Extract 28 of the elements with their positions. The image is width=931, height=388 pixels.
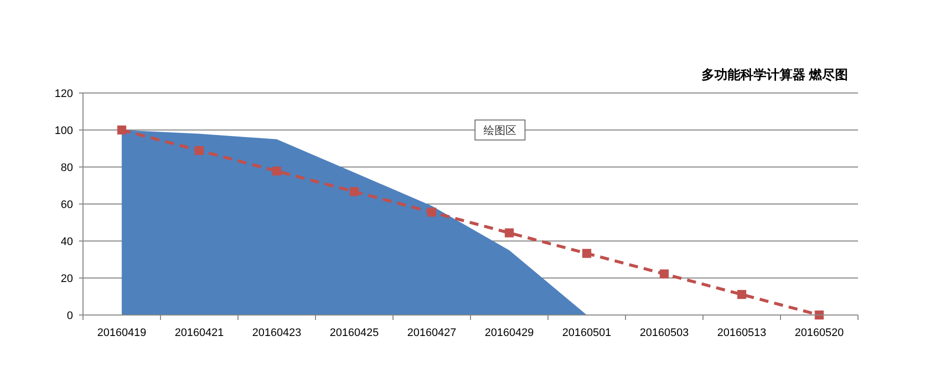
point — [504, 228, 514, 238]
y-tick-label: 80 — [60, 162, 73, 174]
x-tick-label: 20160503 — [640, 327, 689, 339]
x-tick-label: 20160520 — [794, 327, 844, 339]
point — [737, 290, 746, 299]
point — [427, 208, 436, 217]
point — [117, 126, 126, 134]
x-tick-label: 20160425 — [330, 327, 379, 339]
x-tick-label: 20160501 — [562, 327, 612, 339]
y-tick-label: 60 — [60, 199, 73, 211]
point — [194, 146, 204, 156]
annotation: 绘图区 — [484, 125, 516, 137]
x-tick-label: 20160513 — [717, 327, 766, 339]
y-tick-label: 40 — [60, 236, 73, 248]
chart-title: 多功能科学计算器 燃尽图 — [701, 67, 848, 82]
x-tick-label: 20160421 — [174, 327, 224, 339]
x-tick-label: 20160419 — [97, 327, 146, 339]
y-tick-label: 0 — [66, 310, 73, 322]
y-tick-label: 20 — [60, 273, 73, 285]
y-tick-label: 120 — [54, 88, 73, 100]
y-tick-label: 100 — [54, 125, 73, 137]
point — [582, 248, 592, 258]
point — [660, 269, 669, 278]
x-tick-label: 20160423 — [252, 327, 302, 339]
x-tick-label: 20160429 — [484, 327, 534, 339]
point — [272, 166, 282, 176]
point — [350, 187, 359, 196]
x-tick-label: 20160427 — [407, 327, 456, 339]
